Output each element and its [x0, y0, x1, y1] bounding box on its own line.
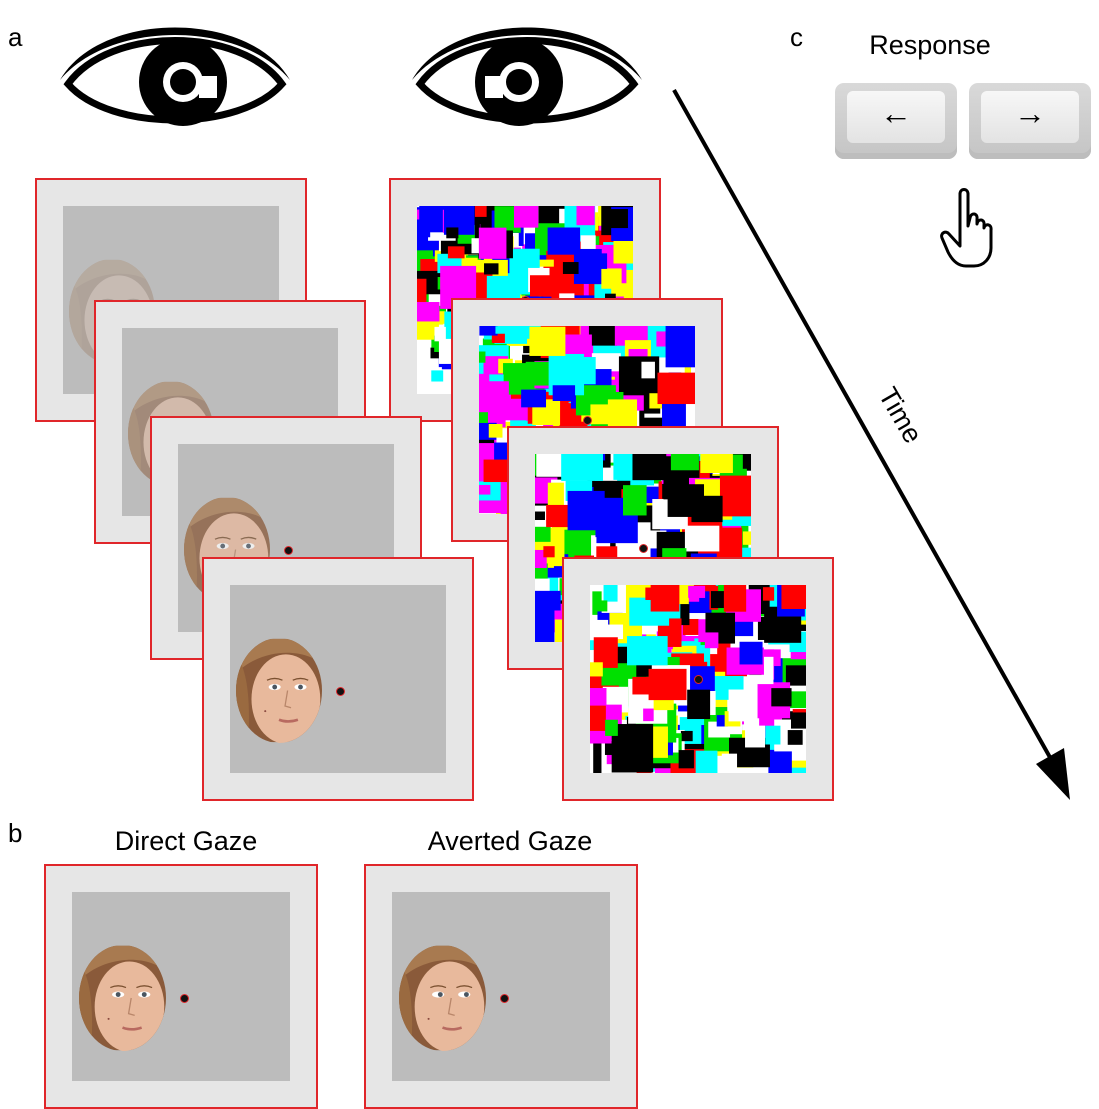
averted-gaze-label: Averted Gaze: [427, 826, 593, 856]
left-arrow-key: ←: [835, 83, 957, 159]
fixation-dot: [284, 545, 293, 555]
fixation-dot: [639, 544, 648, 553]
right-arrow-icon: →: [1014, 95, 1046, 131]
left-arrow-icon: ←: [880, 95, 912, 131]
panel-label-a: a: [8, 22, 23, 52]
right-eye-icon: [412, 27, 642, 126]
fixation-dot: [336, 686, 345, 696]
panel-label-b: b: [8, 818, 23, 848]
direct-gaze-label: Direct Gaze: [114, 826, 258, 856]
face-photo: [79, 945, 166, 1051]
direct-gaze-frame: [44, 864, 318, 1109]
mondrian-mask: [590, 585, 806, 773]
right-arrow-key: →: [969, 83, 1091, 159]
panel-label-c: c: [790, 22, 803, 52]
fixation-dot: [694, 675, 703, 684]
face-stimulus-frame: [202, 557, 474, 801]
time-arrow: [672, 89, 1070, 800]
face-photo: [236, 638, 322, 743]
fixation-dot: [583, 416, 592, 425]
mondrian-stimulus-frame: [562, 557, 834, 801]
left-eye-icon: [60, 27, 290, 126]
stimulus-area: [72, 892, 290, 1081]
stimulus-area: [230, 585, 446, 773]
pointing-hand-icon: [940, 188, 993, 268]
stimulus-area: [392, 892, 610, 1081]
face-photo: [399, 945, 486, 1051]
fixation-dot: [500, 994, 509, 1003]
averted-gaze-frame: [364, 864, 638, 1109]
response-title: Response: [869, 30, 991, 60]
fixation-dot: [180, 994, 189, 1003]
